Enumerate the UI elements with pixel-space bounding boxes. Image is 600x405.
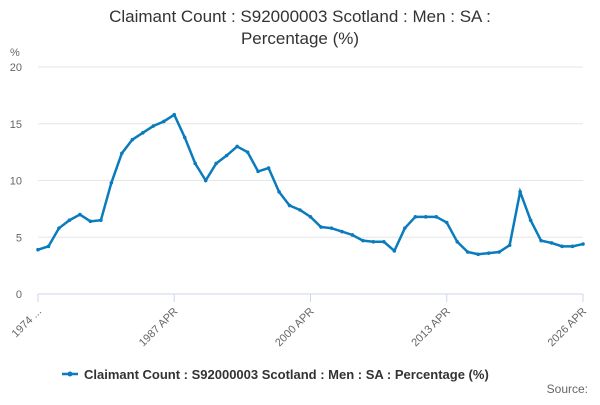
data-point [444, 220, 449, 225]
data-point [256, 169, 260, 174]
data-point [46, 244, 51, 249]
chart-title: Percentage (%) [241, 29, 359, 48]
data-point [497, 250, 501, 254]
y-tick-label: 15 [10, 119, 22, 131]
data-point [266, 166, 271, 170]
x-tick-label: 2026 APR [546, 306, 590, 350]
data-point [57, 226, 61, 230]
data-point [392, 249, 397, 253]
data-point [403, 226, 407, 230]
data-point [161, 119, 166, 124]
data-point [245, 150, 250, 154]
data-point [434, 215, 439, 219]
data-point [151, 124, 156, 128]
data-point [99, 218, 103, 223]
x-tick-label: 1974 ... [10, 306, 44, 340]
data-point [67, 218, 72, 223]
data-point [172, 112, 177, 117]
source: Source: [547, 382, 588, 396]
data-point [371, 239, 376, 244]
x-tick-label: 2000 APR [273, 306, 317, 350]
data-point [539, 238, 543, 243]
y-axis-label: % [10, 47, 20, 59]
data-point [120, 151, 124, 156]
data-point [182, 135, 187, 140]
data-point [350, 233, 355, 237]
data-point [141, 131, 145, 135]
data-point [361, 238, 365, 243]
data-point [308, 215, 313, 219]
data-point [423, 215, 428, 219]
y-tick-label: 10 [10, 176, 22, 188]
data-point [88, 219, 93, 224]
data-point [507, 243, 512, 247]
legend-label: Claimant Count : S92000003 Scotland : Me… [84, 367, 489, 382]
chart-title: Claimant Count : S92000003 Scotland : Me… [109, 7, 491, 26]
data-point [214, 161, 218, 166]
data-point [340, 229, 344, 234]
data-point [549, 241, 554, 245]
y-tick-label: 20 [10, 62, 22, 74]
data-point [130, 137, 135, 142]
data-point [455, 239, 460, 244]
y-tick-label: 5 [16, 232, 22, 244]
data-point [277, 190, 281, 194]
data-point [235, 144, 239, 149]
y-tick-label: 0 [16, 289, 22, 301]
data-point [518, 190, 522, 194]
data-point [528, 218, 533, 223]
data-point [109, 180, 114, 185]
data-point [382, 239, 386, 244]
x-tick-label: 2013 APR [409, 306, 453, 350]
data-point [298, 208, 302, 212]
data-point [319, 225, 323, 229]
data-point [560, 244, 564, 249]
x-tick-label: 1987 APR [137, 306, 181, 350]
data-point [193, 161, 198, 166]
data-point [36, 247, 40, 252]
data-point [476, 252, 480, 257]
data-point [486, 251, 491, 255]
data-line [37, 112, 584, 256]
data-point [465, 250, 470, 254]
data-point [570, 244, 575, 249]
data-point [329, 226, 334, 230]
data-point [413, 215, 418, 219]
data-point [78, 212, 82, 217]
data-point [224, 153, 229, 158]
data-point [203, 178, 208, 183]
data-point [581, 242, 585, 246]
data-point [287, 203, 292, 208]
legend-symbol [67, 371, 73, 377]
